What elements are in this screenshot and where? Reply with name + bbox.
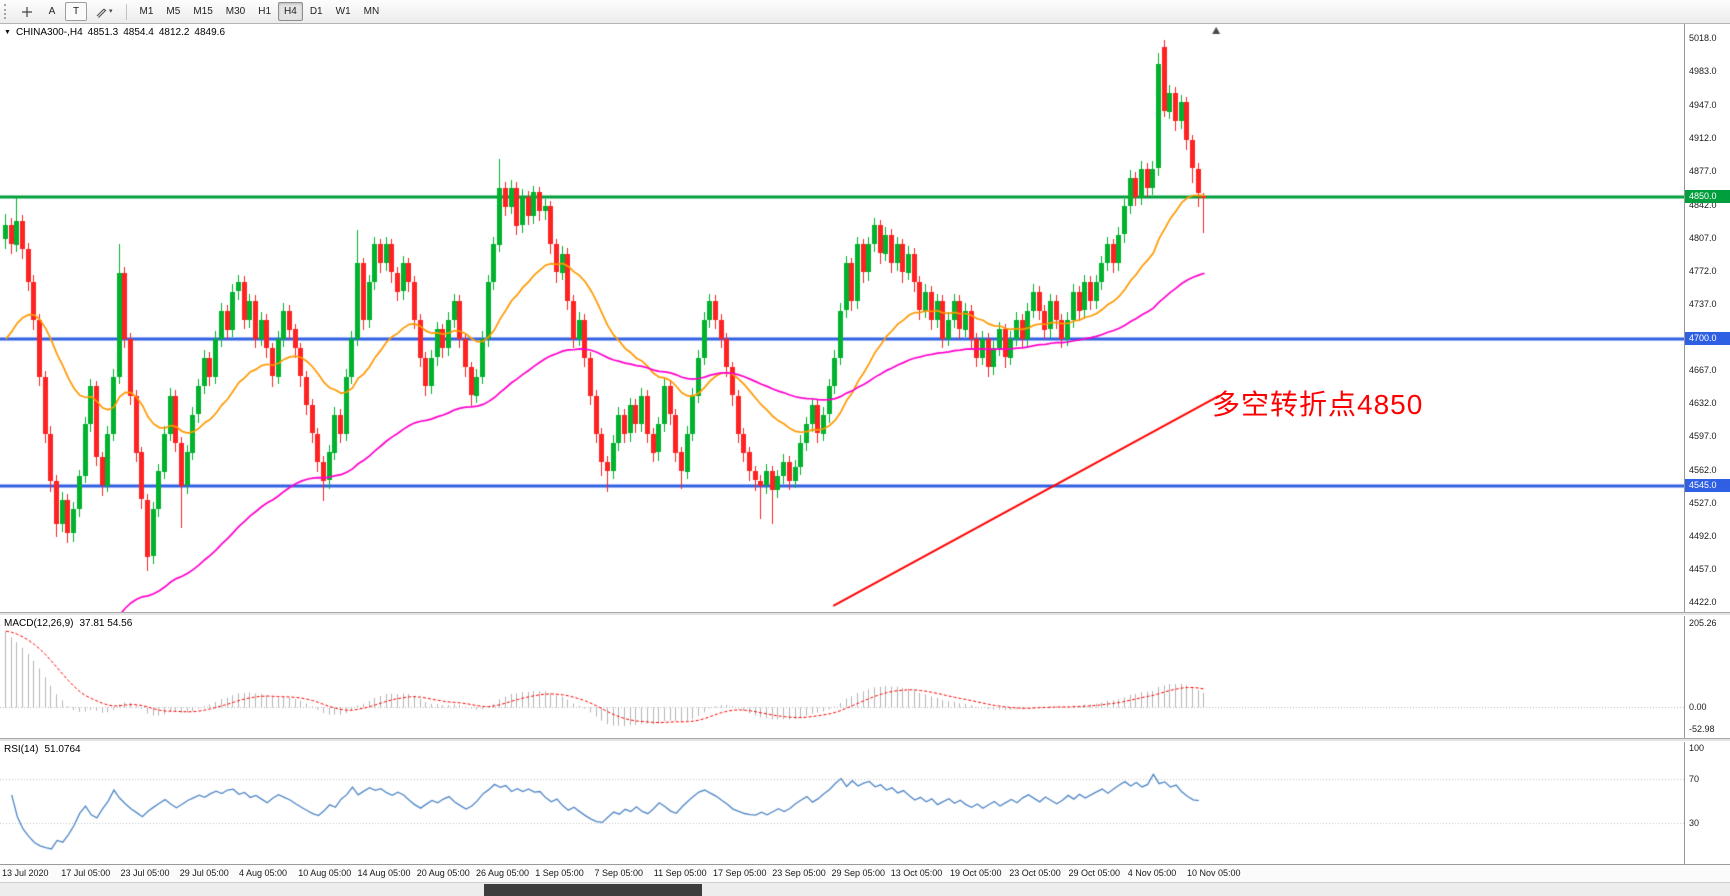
- date-label: 29 Sep 05:00: [831, 868, 886, 878]
- timeframe-button-h4[interactable]: H4: [278, 2, 303, 21]
- main-chart-panel: ▼ CHINA300-,H4 4851.3 4854.4 4812.2 4849…: [0, 24, 1730, 612]
- timeframe-button-mn[interactable]: MN: [358, 2, 386, 21]
- date-label: 13 Jul 2020: [2, 868, 49, 878]
- date-label: 1 Sep 05:00: [535, 868, 584, 878]
- panel-divider[interactable]: [0, 612, 1730, 616]
- macd-values: 37.81 54.56: [79, 618, 133, 629]
- timeframe-button-w1[interactable]: W1: [330, 2, 357, 21]
- crosshair-tool-button[interactable]: [15, 2, 39, 21]
- time-axis[interactable]: 13 Jul 2020 17 Jul 05:00 23 Jul 05:00 29 Ju…: [0, 864, 1730, 882]
- quote-low: 4812.2: [158, 27, 190, 38]
- chart-annotation-text[interactable]: 多空转折点4850: [1212, 389, 1424, 421]
- macd-label: MACD(12,26,9) 37.81 54.56: [4, 618, 132, 629]
- price-tick: 4983.0: [1689, 66, 1717, 77]
- timeframe-button-m30[interactable]: M30: [220, 2, 251, 21]
- price-tick: 4492.0: [1689, 530, 1717, 541]
- symbol-selector-icon[interactable]: ▼: [4, 29, 11, 36]
- price-tick: 4877.0: [1689, 166, 1717, 177]
- rsi-panel: RSI(14) 51.0764 100 70 30: [0, 742, 1730, 864]
- price-tick: 4527.0: [1689, 497, 1717, 508]
- macd-name: MACD(12,26,9): [4, 618, 74, 629]
- horizontal-scrollbar[interactable]: [0, 882, 1730, 896]
- rsi-name: RSI(14): [4, 744, 39, 755]
- rsi-axis-label: 100: [1689, 743, 1705, 753]
- price-line-badge: 4545.0: [1685, 478, 1730, 492]
- date-label: 23 Oct 05:00: [1009, 868, 1061, 878]
- quote-open: 4851.3: [87, 27, 119, 38]
- price-line-badge: 4700.0: [1685, 331, 1730, 345]
- date-label: 26 Aug 05:00: [476, 868, 530, 878]
- date-label: 7 Sep 05:00: [594, 868, 644, 878]
- price-tick: 4772.0: [1689, 265, 1717, 276]
- price-line-badge: 4850.0: [1685, 189, 1730, 203]
- date-label: 10 Aug 05:00: [298, 868, 352, 878]
- macd-canvas[interactable]: [0, 616, 1684, 738]
- macd-axis-label: 0.00: [1689, 702, 1707, 713]
- pencil-icon: [96, 8, 107, 18]
- price-tick: 4597.0: [1689, 431, 1717, 442]
- price-tick: 4912.0: [1689, 133, 1717, 144]
- date-label: 10 Nov 05:00: [1187, 868, 1241, 878]
- price-tick: 4807.0: [1689, 232, 1717, 243]
- timeframe-button-m5[interactable]: M5: [160, 2, 186, 21]
- crosshair-icon: [22, 6, 32, 17]
- macd-axis[interactable]: 205.26 0.00 -52.98: [1684, 616, 1730, 738]
- price-tick: 4562.0: [1689, 464, 1717, 475]
- price-tick: 4667.0: [1689, 365, 1717, 376]
- date-label: 14 Aug 05:00: [357, 868, 411, 878]
- timeframe-button-m15[interactable]: M15: [187, 2, 218, 21]
- date-label: 17 Sep 05:00: [713, 868, 767, 878]
- rsi-canvas[interactable]: [0, 742, 1684, 864]
- date-label: 19 Oct 05:00: [950, 868, 1002, 878]
- main-chart-canvas[interactable]: [0, 24, 1684, 612]
- macd-axis-label: -52.98: [1689, 724, 1715, 735]
- scrollbar-thumb[interactable]: [484, 884, 702, 896]
- rsi-axis-label: 30: [1689, 818, 1700, 828]
- price-tick: 4842.0: [1689, 199, 1717, 210]
- price-tick: 4947.0: [1689, 100, 1717, 111]
- panel-divider[interactable]: [0, 738, 1730, 742]
- date-label: 20 Aug 05:00: [416, 868, 470, 878]
- rsi-value: 51.0764: [44, 744, 81, 755]
- rsi-axis-label: 70: [1689, 774, 1700, 784]
- quote-line: ▼ CHINA300-,H4 4851.3 4854.4 4812.2 4849…: [4, 27, 225, 38]
- date-label: 4 Nov 05:00: [1127, 868, 1177, 878]
- chevron-down-icon: ▾: [109, 7, 113, 15]
- toolbar-separator: [125, 3, 127, 20]
- toolbar: A T ▾ M1 M5 M15 M30 H1 H4 D1 W1 MN: [0, 0, 1730, 24]
- date-label: 29 Oct 05:00: [1068, 868, 1121, 878]
- date-label: 23 Sep 05:00: [772, 868, 826, 878]
- toolbar-grip: [4, 4, 9, 19]
- date-label: 23 Jul 05:00: [120, 868, 170, 878]
- price-tick: 5018.0: [1689, 33, 1717, 43]
- price-tick: 4632.0: [1689, 398, 1717, 409]
- price-tick: 4457.0: [1689, 563, 1717, 574]
- quote-close: 4849.6: [194, 27, 226, 38]
- date-label: 4 Aug 05:00: [239, 868, 288, 878]
- macd-axis-label: 205.26: [1689, 617, 1717, 628]
- text-box-tool-button[interactable]: T: [65, 2, 87, 21]
- rsi-axis[interactable]: 100 70 30: [1684, 742, 1730, 864]
- timeframe-button-d1[interactable]: D1: [304, 2, 329, 21]
- date-label: 13 Oct 05:00: [890, 868, 943, 878]
- date-label: 11 Sep 05:00: [653, 868, 707, 878]
- draw-tools-button[interactable]: ▾: [89, 2, 119, 21]
- quote-high: 4854.4: [123, 27, 154, 38]
- rsi-label: RSI(14) 51.0764: [4, 744, 81, 755]
- date-label: 17 Jul 05:00: [61, 868, 111, 878]
- price-tick: 4737.0: [1689, 298, 1717, 309]
- text-label-tool-button[interactable]: A: [41, 2, 63, 21]
- quote-symbol: CHINA300-,H4: [15, 27, 83, 38]
- price-tick: 4422.0: [1689, 597, 1717, 607]
- timeframe-button-h1[interactable]: H1: [252, 2, 277, 21]
- macd-panel: MACD(12,26,9) 37.81 54.56 205.26 0.00 -52.…: [0, 616, 1730, 738]
- timeframe-button-m1[interactable]: M1: [134, 2, 160, 21]
- timeframe-button-group: M1 M5 M15 M30 H1 H4 D1 W1 MN: [134, 2, 386, 21]
- price-axis[interactable]: 5018.0 4983.0 4947.0 4912.0 4877.0 4842.0 4807…: [1684, 24, 1730, 612]
- date-label: 29 Jul 05:00: [179, 868, 229, 878]
